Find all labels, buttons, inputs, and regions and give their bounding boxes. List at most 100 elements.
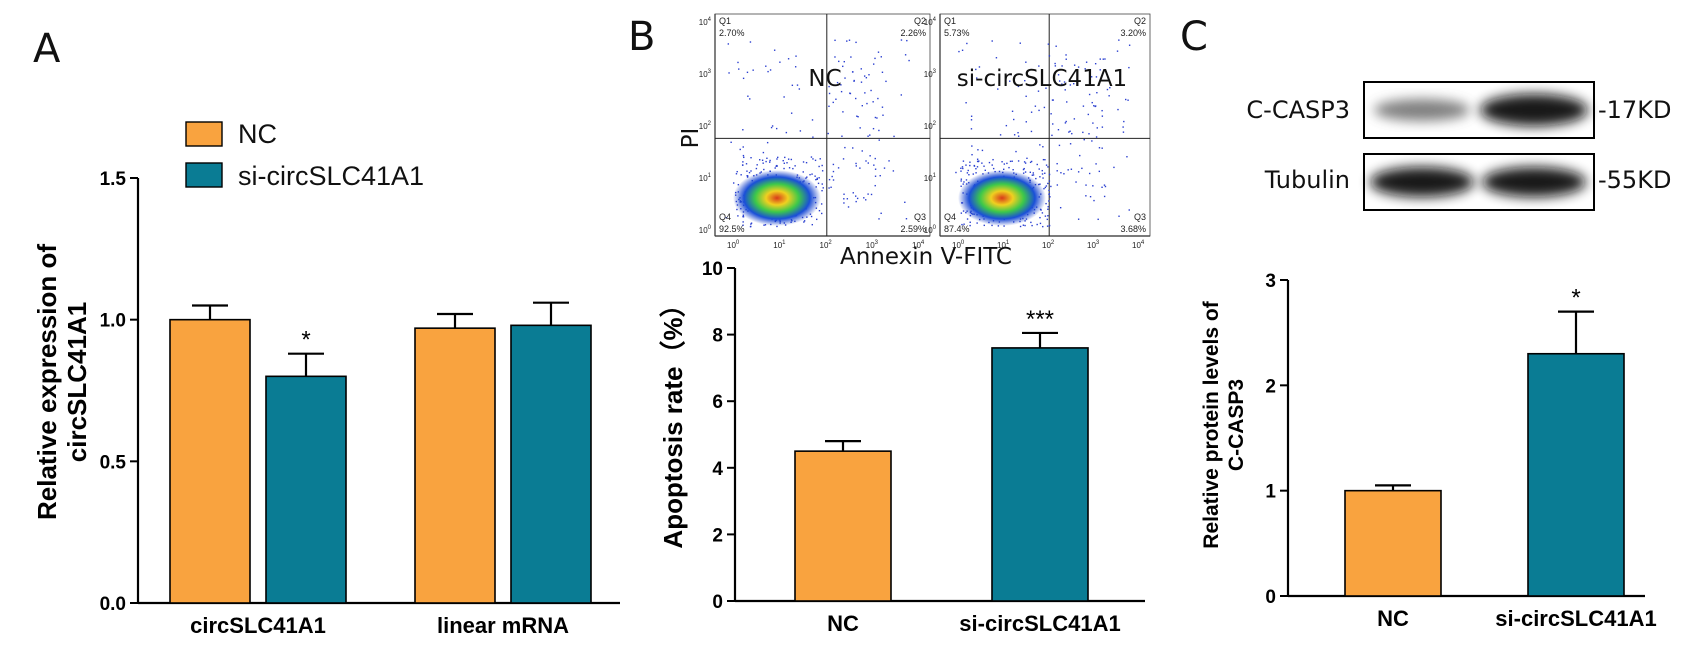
wb-size-ccasp3: -17KD: [1598, 96, 1671, 124]
flow-plot-1-event: [863, 75, 866, 77]
flow-plot-1-event: [846, 198, 849, 200]
flow-plot-2-event: [1025, 95, 1027, 98]
wb-row-label-tubulin: Tubulin: [1264, 166, 1350, 194]
flow-plot-2-event: [1085, 195, 1087, 197]
flow-plot-1-event: [904, 201, 906, 204]
flow-plot-1-q2-label: Q2: [914, 16, 926, 26]
flow-plot-1-event: [791, 84, 794, 87]
flow-plot-2-event: [1029, 161, 1032, 164]
flow-plot-1-event: [788, 167, 791, 169]
flow-plot-2-event: [1032, 174, 1035, 176]
flow-plot-1-event: [874, 57, 876, 60]
flow-plot-2-event: [1051, 99, 1054, 101]
flow-plot-2-event: [1093, 199, 1095, 202]
flow-plot-2-event: [960, 167, 962, 170]
flow-plot-1-event: [762, 162, 764, 164]
chart-a-category-label: linear mRNA: [437, 613, 569, 638]
flow-cytometry: PI Annexin V-FITC Q1 2.70% Q2 2.26% Q4 92.5% Q…: [678, 13, 1151, 270]
flow-plot-1-event: [855, 97, 857, 100]
flow-plot-2-event: [969, 224, 971, 227]
flow-plot-2-event: [1093, 105, 1095, 107]
flow-plot-2-xtick-exp: 0: [961, 240, 965, 246]
flow-plot-2-event: [1109, 86, 1111, 89]
flow-plot-1-q4-pct: 92.5%: [719, 224, 745, 234]
flow-plot-1-ytick-label: 102: [699, 121, 712, 131]
flow-plot-2-event: [1045, 164, 1048, 166]
flow-plot-2-event: [1088, 172, 1091, 175]
flow-plot-2-event: [1036, 223, 1038, 226]
flow-plot-2-event: [983, 224, 985, 227]
flow-plot-2-event: [970, 119, 973, 121]
flow-plot-1-event: [745, 163, 748, 165]
flow-plot-2-event: [1045, 87, 1047, 89]
flow-plot-1-event: [743, 156, 745, 159]
flow-plot-1-event: [783, 167, 785, 170]
chart-b-ylabel: Apoptosis rate（%）: [658, 291, 688, 548]
flow-plot-2-event: [1030, 160, 1033, 163]
flow-plot-1-xtick-exp: 3: [875, 240, 879, 246]
flow-plot-2-event: [1077, 66, 1080, 68]
flow-plot-1-event: [816, 177, 818, 180]
flow-plot-2-event: [1049, 196, 1051, 198]
flow-plot-1-event: [837, 167, 840, 169]
flow-plot-1-event: [821, 82, 823, 84]
flow-plot-1-event: [868, 74, 870, 76]
flow-plot-2-event: [1116, 50, 1119, 52]
flow-plot-1-event: [817, 182, 820, 185]
flow-plot-2-event: [1096, 127, 1098, 129]
flow-plot-1-event: [741, 164, 744, 166]
flow-plot-1-event: [872, 63, 875, 65]
flow-plot-1-event: [766, 157, 768, 159]
flow-plot-1-event: [775, 165, 777, 167]
flow-plot-1-event: [840, 84, 842, 86]
flow-plot-1-event: [852, 192, 854, 194]
flow-plot-2-event: [1118, 215, 1120, 217]
flow-plot-2-q2-label: Q2: [1134, 16, 1146, 26]
flow-plot-1-event: [855, 41, 857, 44]
flow-plot-2-event: [1012, 169, 1014, 171]
flow-plot-2-event: [1065, 58, 1067, 60]
flow-plot-1-event: [844, 146, 846, 149]
flow-plot-2-event: [963, 223, 965, 225]
flow-plot-1-event: [864, 92, 866, 94]
flow-plot-2-event: [992, 167, 995, 170]
flow-plot-1-event: [841, 135, 843, 137]
flow-plot-1-event: [750, 222, 753, 224]
flow-plot-1-event: [872, 101, 874, 103]
flow-plot-1-event: [776, 225, 778, 228]
flow-plot-1-event: [860, 68, 862, 70]
flow-plot-2-event: [1122, 131, 1125, 133]
flow-plot-2-event: [961, 49, 964, 51]
flow-plot-1-event: [881, 71, 884, 73]
flow-plot-1-event: [878, 218, 880, 220]
flow-plot-1-event: [834, 39, 836, 42]
flow-plot-1-event: [779, 61, 781, 63]
flow-plot-2-event: [1055, 45, 1057, 47]
flow-plot-2-event: [1061, 65, 1063, 67]
flow-plot-2-event: [1079, 154, 1081, 157]
wb-band-tubulin-si: [1482, 167, 1586, 197]
flow-plot-2-event: [1101, 115, 1104, 117]
chart-a: NC si-circSLC41A1 Relative expression of…: [32, 119, 620, 638]
flow-plot-1-event: [832, 101, 834, 104]
chart-a-bar: [265, 375, 347, 604]
flow-plot-1-event: [816, 178, 818, 180]
flow-plot-1-event: [737, 215, 739, 217]
flow-plot-2-event: [1117, 108, 1119, 111]
flow-plot-2-event: [1009, 160, 1012, 163]
flow-plot-2-event: [1047, 208, 1049, 210]
flow-plot-2-event: [1047, 43, 1050, 45]
flow-plot-2-event: [1015, 150, 1017, 153]
flow-plot-1-event: [869, 155, 871, 157]
flow-plot-1-event: [842, 111, 844, 113]
chart-b-bar: [991, 347, 1089, 602]
flow-plot-1-event: [742, 129, 744, 131]
flow-plot-2-event: [1088, 133, 1090, 135]
flow-plot-1-event: [732, 182, 735, 184]
flow-plot-2-event: [970, 128, 973, 130]
flow-plot-2-event: [1052, 123, 1054, 125]
flow-plot-2-event: [1113, 166, 1115, 169]
flow-plot-1-event: [759, 159, 761, 161]
flow-plot-1-event: [838, 60, 840, 63]
flow-plot-1-event: [798, 88, 801, 90]
